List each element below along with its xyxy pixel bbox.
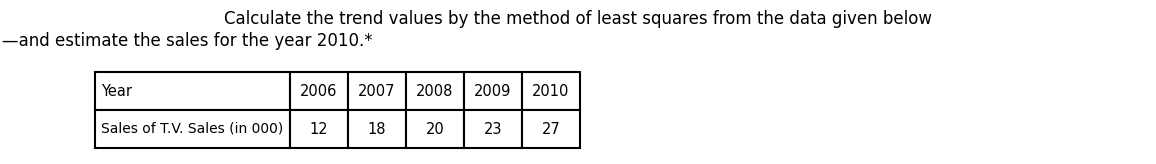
Text: Year: Year: [101, 83, 132, 99]
Bar: [523, 110, 580, 148]
Bar: [95, 72, 290, 110]
Text: Calculate the trend values by the method of least squares from the data given be: Calculate the trend values by the method…: [224, 10, 932, 28]
Bar: [290, 110, 348, 148]
Text: —and estimate the sales for the year 2010.*: —and estimate the sales for the year 201…: [2, 32, 372, 50]
Bar: [406, 72, 464, 110]
Bar: [464, 72, 523, 110]
Text: 23: 23: [483, 122, 502, 136]
Bar: [348, 72, 406, 110]
Text: 18: 18: [368, 122, 386, 136]
Bar: [406, 110, 464, 148]
Bar: [95, 110, 290, 148]
Text: Sales of T.V. Sales (in 000): Sales of T.V. Sales (in 000): [101, 122, 283, 136]
Text: 2009: 2009: [474, 83, 512, 99]
Text: 20: 20: [425, 122, 444, 136]
Text: 2006: 2006: [301, 83, 338, 99]
Text: 12: 12: [310, 122, 328, 136]
Text: 2007: 2007: [358, 83, 395, 99]
Bar: [290, 72, 348, 110]
Text: 2010: 2010: [532, 83, 570, 99]
Bar: [523, 72, 580, 110]
Text: 2008: 2008: [416, 83, 453, 99]
Text: 27: 27: [542, 122, 561, 136]
Bar: [348, 110, 406, 148]
Bar: [464, 110, 523, 148]
